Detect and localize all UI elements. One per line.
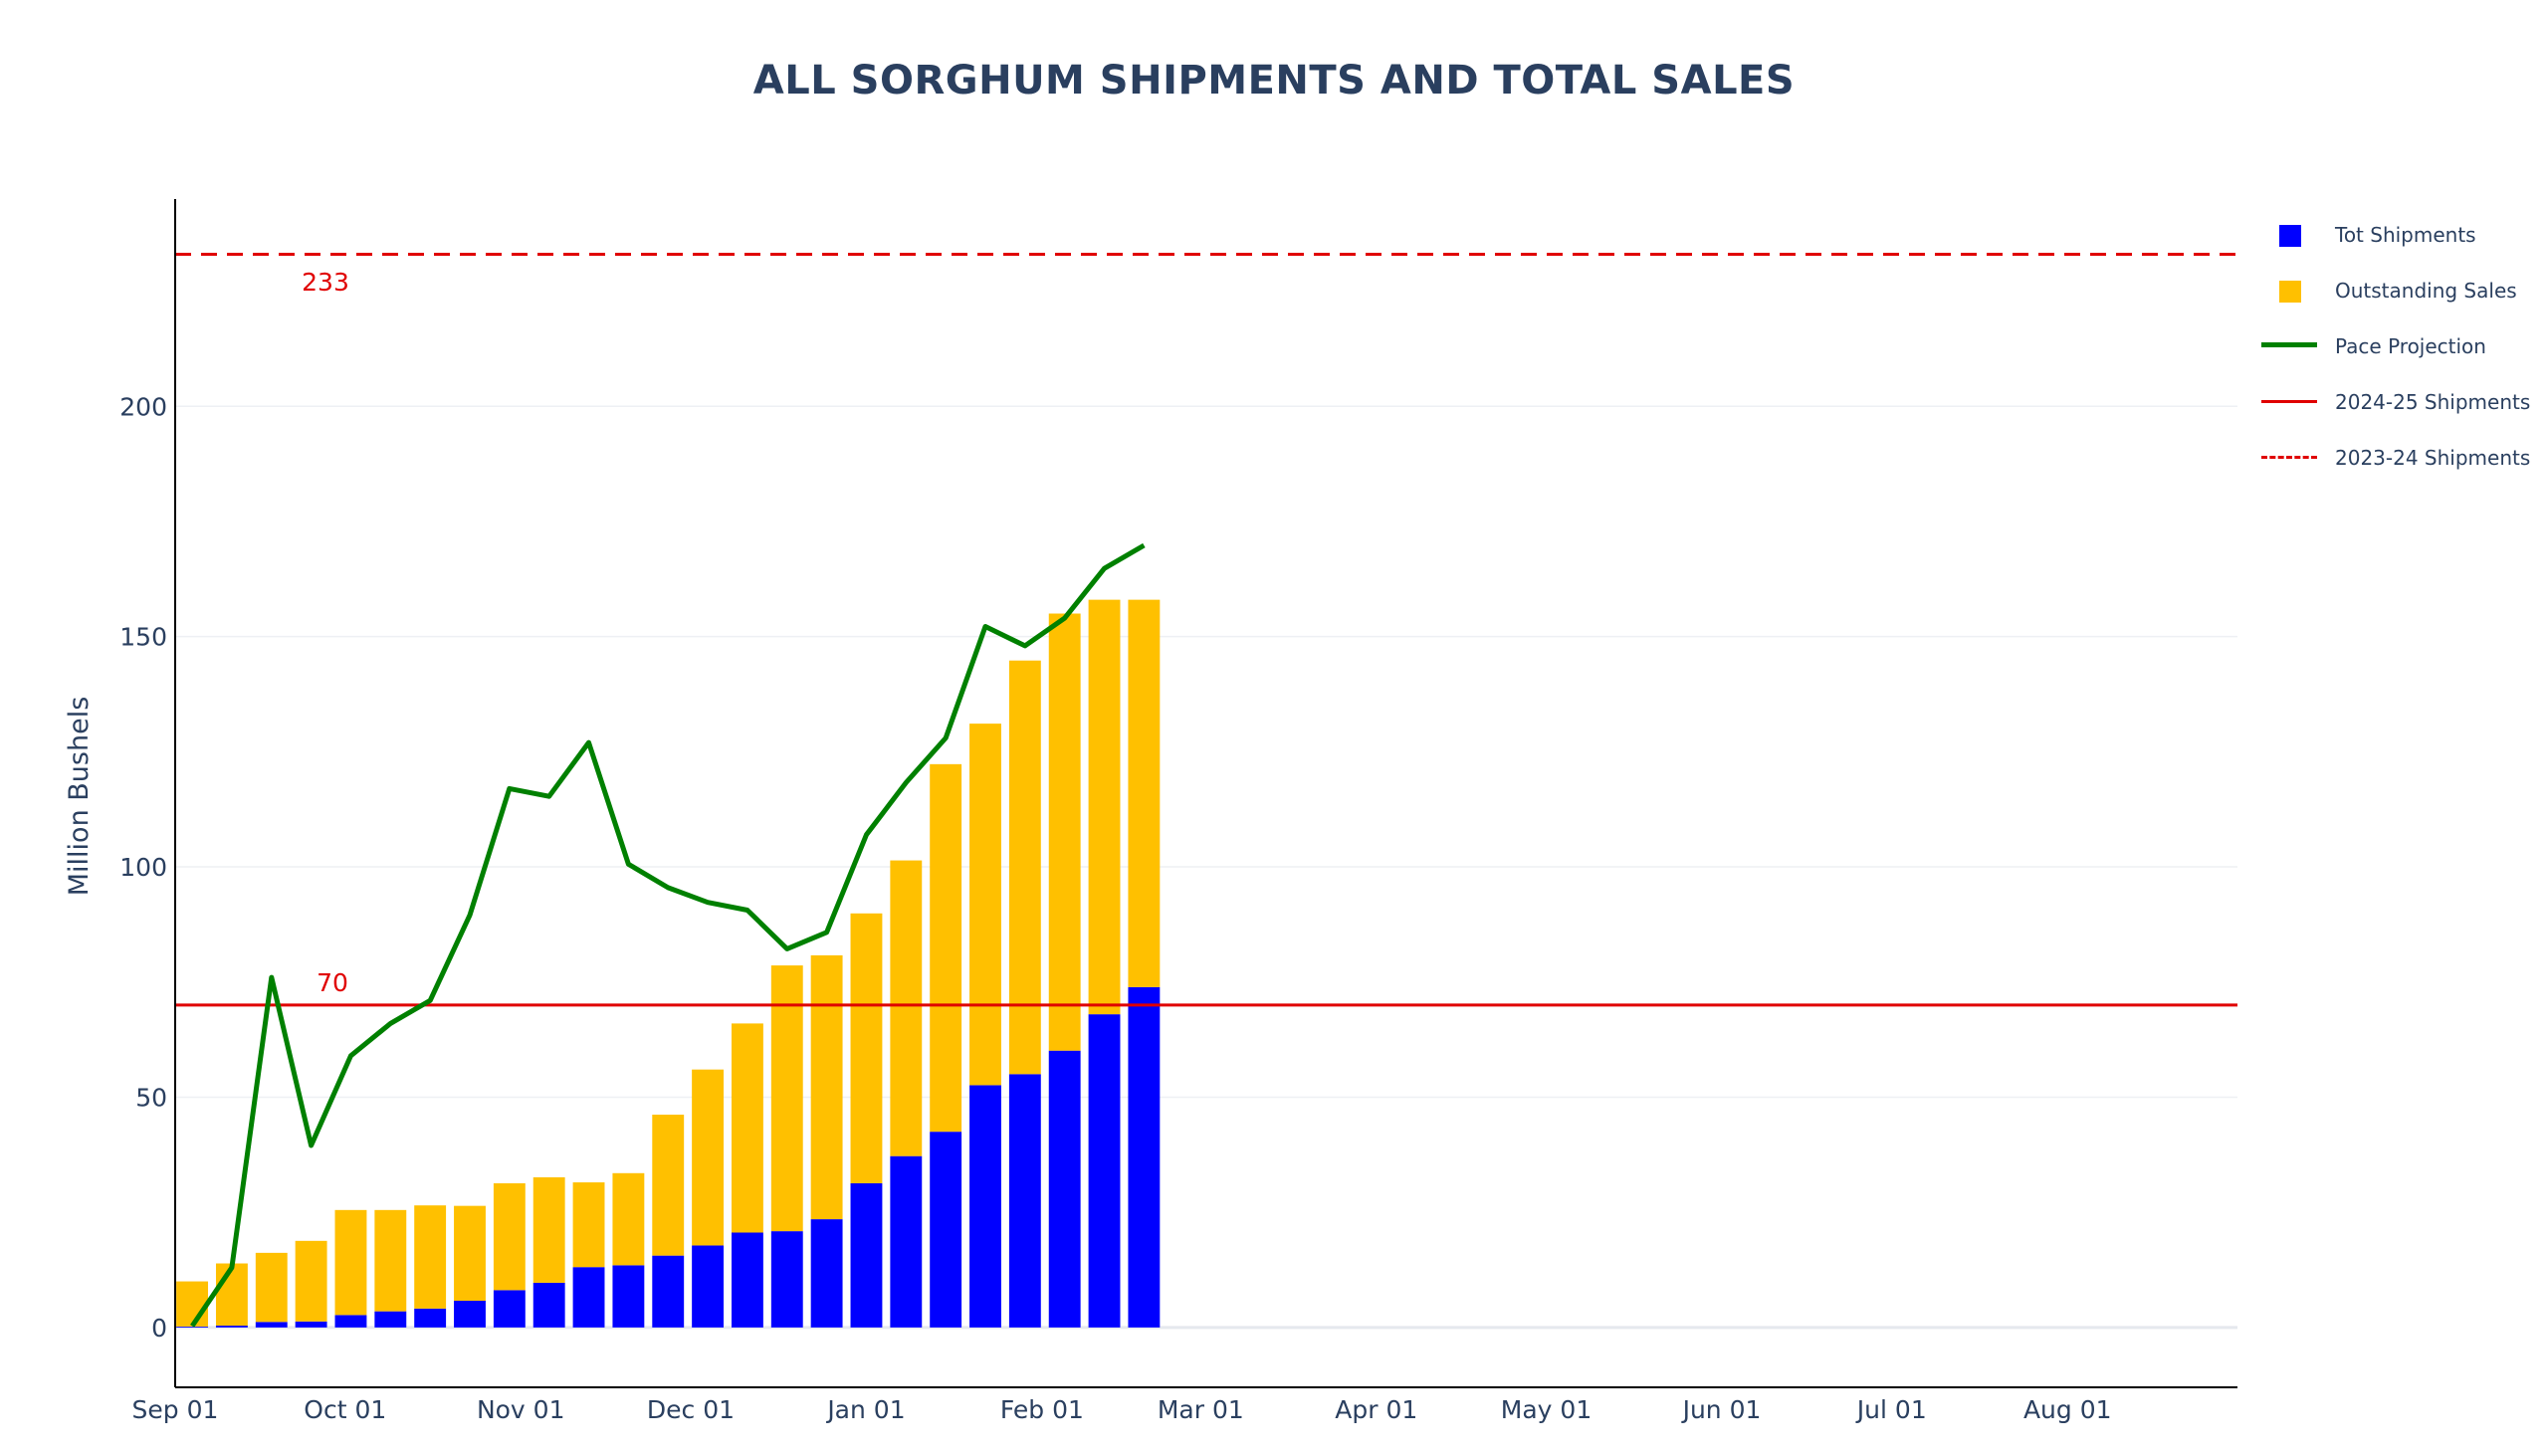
legend-item-tot-shipments[interactable]: Tot Shipments [2259,207,2530,263]
legend-label: Tot Shipments [2335,223,2476,247]
legend-item-outstanding-sales[interactable]: Outstanding Sales [2259,263,2530,318]
bar-outstanding-sales [731,1023,763,1233]
square-icon [2279,281,2301,303]
y-tick-label: 150 [119,623,167,652]
bar-tot-shipments [770,1231,803,1328]
x-tick-label: Jan 01 [825,1395,905,1424]
tick-labels: 0 50 100 150 200 Sep 01 Oct 01 Nov 01 Dec 01 Jan … [119,392,2111,1424]
bar-series [176,599,1161,1328]
bar-outstanding-sales [652,1115,685,1256]
bar-tot-shipments [890,1155,923,1328]
legend-swatch-pace-projection [2259,331,2319,361]
x-tick-label: Feb 01 [1000,1395,1084,1424]
legend-label: 2023-24 Shipments [2335,446,2531,470]
x-tick-label: Jun 01 [1681,1395,1762,1424]
bar-tot-shipments [612,1265,645,1328]
bar-tot-shipments [1008,1074,1041,1328]
bar-outstanding-sales [255,1252,288,1323]
x-tick-label: Oct 01 [304,1395,386,1424]
annotation-2024-25-value: 70 [317,968,348,997]
bar-outstanding-sales [493,1182,526,1291]
bar-tot-shipments [1088,1014,1121,1328]
square-icon [2279,225,2301,247]
bar-tot-shipments [969,1085,1001,1328]
x-tick-label: May 01 [1501,1395,1592,1424]
bar-tot-shipments [493,1290,526,1328]
y-tick-label: 200 [119,392,167,421]
bar-outstanding-sales [692,1069,725,1246]
dashed-line-icon [2261,456,2317,459]
x-tick-label: Aug 01 [2023,1395,2112,1424]
bar-outstanding-sales [810,954,843,1220]
legend-swatch-2024-25-shipments [2259,387,2319,417]
x-tick-label: Apr 01 [1335,1395,1417,1424]
legend-swatch-tot-shipments [2259,220,2319,250]
bar-tot-shipments [295,1321,327,1328]
line-series [175,253,2237,1328]
bar-tot-shipments [454,1300,486,1328]
legend-item-2023-24-shipments[interactable]: 2023-24 Shipments [2259,430,2530,486]
bar-outstanding-sales [1088,599,1121,1015]
bar-outstanding-sales [454,1205,486,1301]
bar-outstanding-sales [890,860,923,1156]
bar-tot-shipments [215,1325,248,1328]
y-axis-label: Million Bushels [64,697,95,897]
bar-tot-shipments [414,1308,447,1328]
bar-outstanding-sales [770,965,803,1232]
bar-tot-shipments [176,1326,209,1328]
legend-swatch-outstanding-sales [2259,276,2319,306]
bar-outstanding-sales [532,1176,565,1283]
bar-tot-shipments [1048,1050,1081,1328]
bar-tot-shipments [255,1322,288,1328]
bar-outstanding-sales [334,1209,367,1316]
bar-tot-shipments [850,1182,883,1328]
chart-title: ALL SORGHUM SHIPMENTS AND TOTAL SALES [752,58,1796,104]
bar-outstanding-sales [572,1182,605,1268]
bar-outstanding-sales [1008,660,1041,1075]
bar-tot-shipments [731,1232,763,1328]
y-tick-label: 0 [151,1314,167,1343]
bar-outstanding-sales [1128,599,1161,987]
bar-tot-shipments [532,1282,565,1328]
legend-label: Outstanding Sales [2335,279,2517,303]
y-tick-label: 100 [119,853,167,882]
x-tick-label: Mar 01 [1158,1395,1244,1424]
bar-tot-shipments [374,1311,407,1328]
bar-outstanding-sales [176,1281,209,1327]
bar-tot-shipments [810,1219,843,1328]
bar-tot-shipments [1128,986,1161,1328]
bar-outstanding-sales [612,1172,645,1266]
y-tick-label: 50 [135,1083,167,1112]
bar-outstanding-sales [969,724,1001,1086]
axes [174,199,2237,1388]
x-tick-label: Nov 01 [477,1395,565,1424]
annotation-2023-24-value: 233 [302,268,349,297]
line-icon [2261,342,2317,347]
legend-item-2024-25-shipments[interactable]: 2024-25 Shipments [2259,374,2530,430]
bar-tot-shipments [334,1315,367,1328]
bar-outstanding-sales [930,763,962,1133]
legend-label: 2024-25 Shipments [2335,390,2531,414]
line-pace-projection [190,542,1146,1328]
line-icon [2261,400,2317,403]
legend-label: Pace Projection [2335,334,2486,358]
x-tick-label: Jul 01 [1855,1395,1927,1424]
bar-outstanding-sales [215,1263,248,1326]
legend-item-pace-projection[interactable]: Pace Projection [2259,318,2530,374]
bar-outstanding-sales [295,1240,327,1322]
x-tick-label: Dec 01 [647,1395,735,1424]
bar-outstanding-sales [850,913,883,1183]
bar-tot-shipments [930,1132,962,1328]
x-tick-label: Sep 01 [132,1395,219,1424]
bar-tot-shipments [572,1267,605,1328]
bar-outstanding-sales [414,1205,447,1309]
bar-outstanding-sales [374,1209,407,1312]
legend: Tot Shipments Outstanding Sales Pace Pro… [2259,207,2530,486]
bar-tot-shipments [692,1245,725,1328]
legend-swatch-2023-24-shipments [2259,443,2319,473]
bar-outstanding-sales [1048,613,1081,1051]
bar-tot-shipments [652,1255,685,1328]
